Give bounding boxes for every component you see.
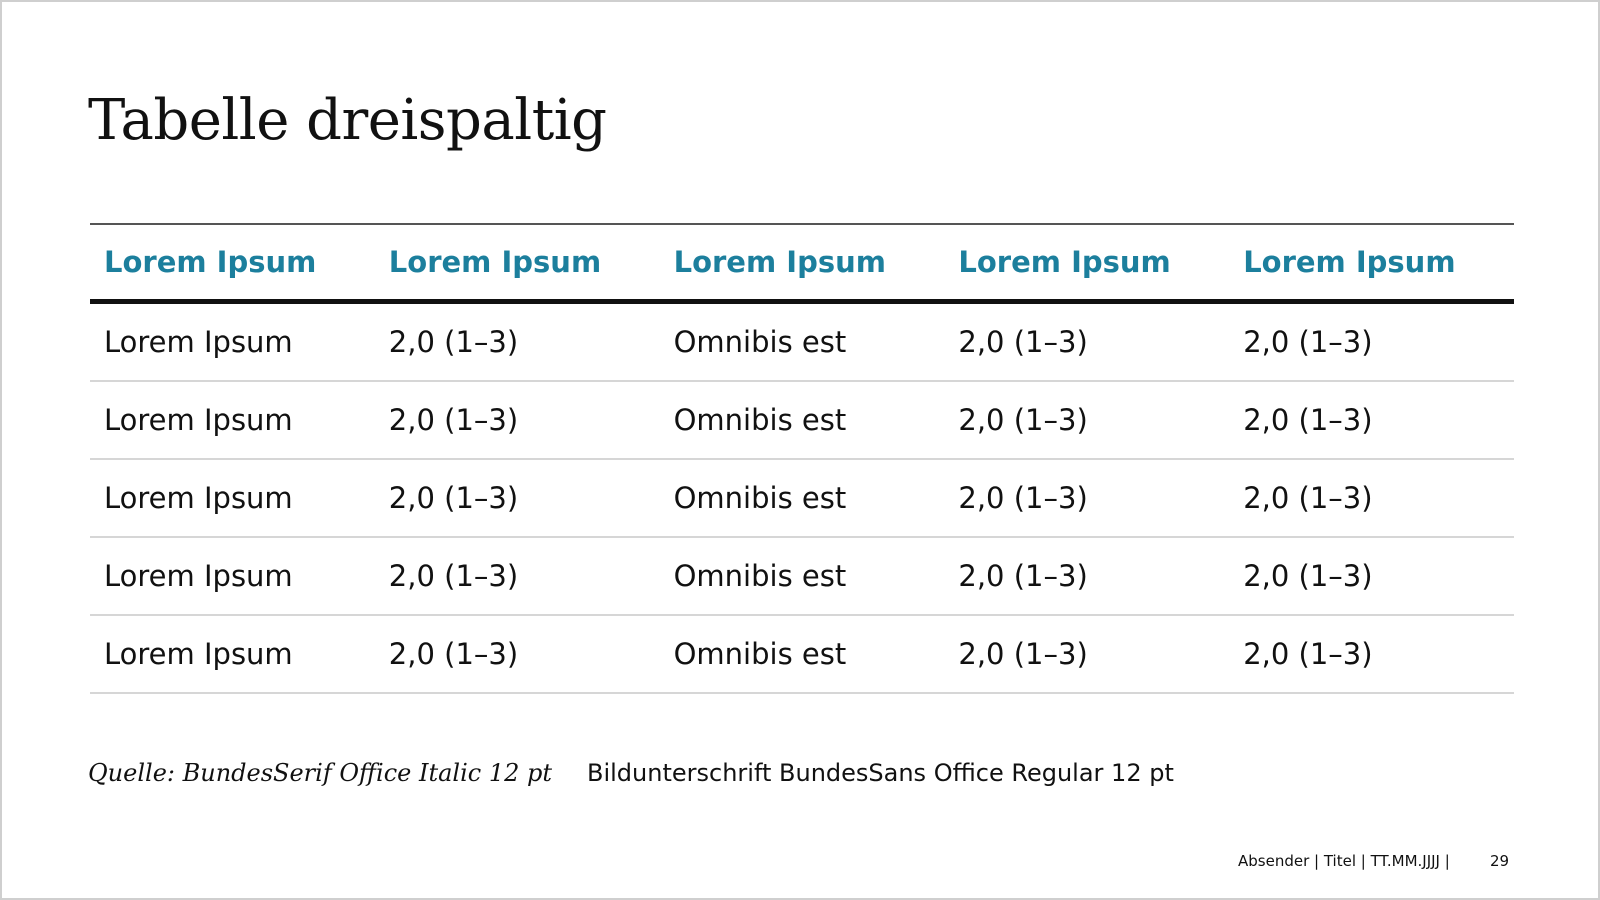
table-cell: 2,0 (1–3) [1229,615,1514,694]
table-cell: 2,0 (1–3) [1229,381,1514,460]
table-cell: 2,0 (1–3) [374,459,660,538]
table-cell: 2,0 (1–3) [944,381,1230,460]
table-cell: 2,0 (1–3) [944,459,1230,538]
table-cell: Omnibis est [659,459,945,538]
table-cell: 2,0 (1–3) [944,301,1230,382]
table-cell: Lorem Ipsum [90,459,375,538]
table-cell: 2,0 (1–3) [944,615,1230,694]
table-cell: Lorem Ipsum [90,301,375,382]
data-table: Lorem Ipsum Lorem Ipsum Lorem Ipsum Lore… [90,223,1514,694]
table-cell: 2,0 (1–3) [374,381,660,460]
table-cell: 2,0 (1–3) [1229,301,1514,382]
table-cell: 2,0 (1–3) [374,615,660,694]
table-cell: Lorem Ipsum [90,537,375,616]
table-row: Lorem Ipsum 2,0 (1–3) Omnibis est 2,0 (1… [90,381,1514,460]
table-cell: 2,0 (1–3) [374,537,660,616]
table-cell: Lorem Ipsum [90,381,375,460]
table-cell: 2,0 (1–3) [1229,537,1514,616]
page-number: 29 [1490,852,1510,870]
table-header-cell: Lorem Ipsum [374,224,660,304]
table-row: Lorem Ipsum 2,0 (1–3) Omnibis est 2,0 (1… [90,615,1514,694]
source-note: Quelle: BundesSerif Office Italic 12 pt [88,759,553,787]
table-header-cell: Lorem Ipsum [944,224,1230,304]
table-header-cell: Lorem Ipsum [659,224,945,304]
table-cell: Omnibis est [659,301,945,382]
table-header-row: Lorem Ipsum Lorem Ipsum Lorem Ipsum Lore… [90,224,1514,304]
table-cell: 2,0 (1–3) [944,537,1230,616]
table-header-cell: Lorem Ipsum [90,224,375,304]
table-cell: 2,0 (1–3) [374,301,660,382]
table-cell: Lorem Ipsum [90,615,375,694]
caption: Bildunterschrift BundesSans Office Regul… [587,759,1174,787]
table-row: Lorem Ipsum 2,0 (1–3) Omnibis est 2,0 (1… [90,459,1514,538]
slide-title: Tabelle dreispaltig [88,88,607,153]
table-row: Lorem Ipsum 2,0 (1–3) Omnibis est 2,0 (1… [90,301,1514,382]
table-header-cell: Lorem Ipsum [1229,224,1514,304]
table-cell: Omnibis est [659,615,945,694]
table-cell: 2,0 (1–3) [1229,459,1514,538]
table-cell: Omnibis est [659,381,945,460]
footer-meta: Absender | Titel | TT.MM.JJJJ | [1238,852,1450,870]
table-cell: Omnibis est [659,537,945,616]
table-row: Lorem Ipsum 2,0 (1–3) Omnibis est 2,0 (1… [90,537,1514,616]
